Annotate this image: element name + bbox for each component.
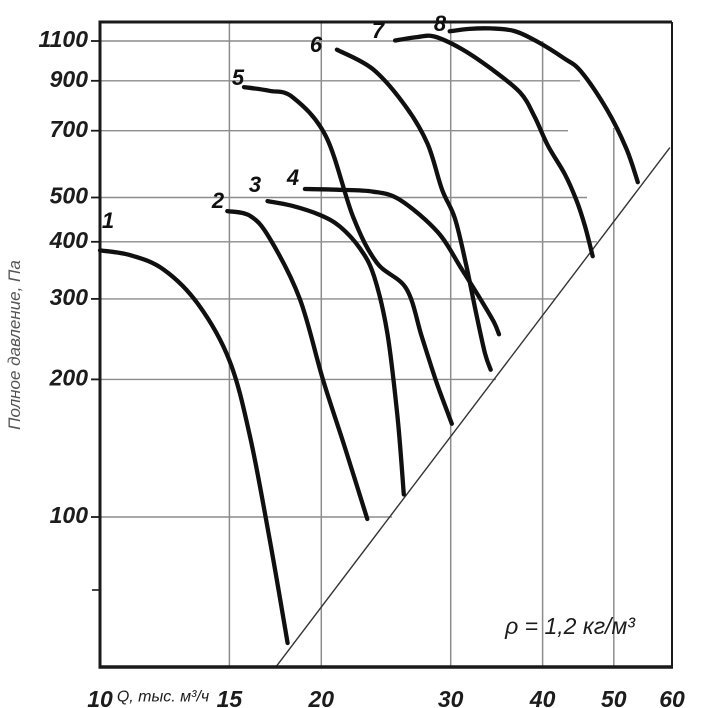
y-tick-label-900: 900 xyxy=(50,66,89,92)
x-tick-label-60: 60 xyxy=(659,686,685,708)
air-density-annotation: ρ = 1,2 кг/м³ xyxy=(504,613,636,639)
y-tick-label-400: 400 xyxy=(49,227,89,253)
curve-label-8: 8 xyxy=(434,11,447,36)
curve-7 xyxy=(392,33,595,259)
curve-5 xyxy=(241,84,454,426)
y-tick-label-700: 700 xyxy=(50,116,89,142)
curve-8 xyxy=(447,26,640,185)
curve-3 xyxy=(265,198,406,497)
curve-label-3: 3 xyxy=(249,172,261,197)
curve-1 xyxy=(97,248,290,646)
curve-label-5: 5 xyxy=(232,65,245,90)
curve-6 xyxy=(334,47,493,372)
curve-4 xyxy=(302,186,502,337)
curve-label-7: 7 xyxy=(372,18,386,43)
y-tick-label-1100: 1100 xyxy=(39,26,89,52)
curve-label-2: 2 xyxy=(211,188,225,213)
y-tick-label-100: 100 xyxy=(50,502,89,528)
curve-label-6: 6 xyxy=(310,32,323,57)
y-tick-label-200: 200 xyxy=(49,364,89,390)
y-tick-label-300: 300 xyxy=(50,284,89,310)
x-tick-label-10: 10 xyxy=(87,686,113,708)
x-tick-label-50: 50 xyxy=(601,686,627,708)
curve-label-1: 1 xyxy=(102,208,114,233)
x-tick-label-30: 30 xyxy=(438,686,464,708)
curve-label-4: 4 xyxy=(286,165,299,190)
x-tick-label-15: 15 xyxy=(217,686,244,708)
x-tick-label-20: 20 xyxy=(308,686,335,708)
x-tick-label-40: 40 xyxy=(529,686,556,708)
curve-2 xyxy=(225,208,370,522)
y-tick-label-500: 500 xyxy=(50,183,89,209)
system-resistance-line xyxy=(275,147,671,668)
x-axis-title: Q, тыс. м³/ч xyxy=(117,688,209,705)
y-axis-title: Полное давление, Па xyxy=(5,260,24,430)
